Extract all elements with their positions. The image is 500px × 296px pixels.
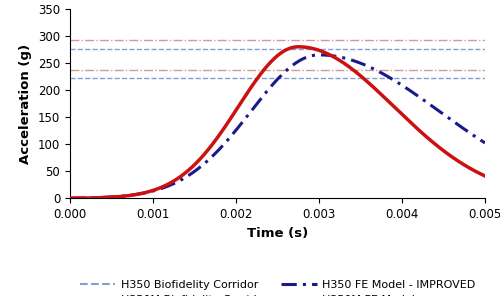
- Legend: H350 Biofidelity Corridor, H350M Biofidelity Corridor, H350 FE Model - IMPROVED,: H350 Biofidelity Corridor, H350M Biofide…: [80, 280, 475, 296]
- X-axis label: Time (s): Time (s): [247, 227, 308, 239]
- Y-axis label: Acceleration (g): Acceleration (g): [20, 44, 32, 164]
